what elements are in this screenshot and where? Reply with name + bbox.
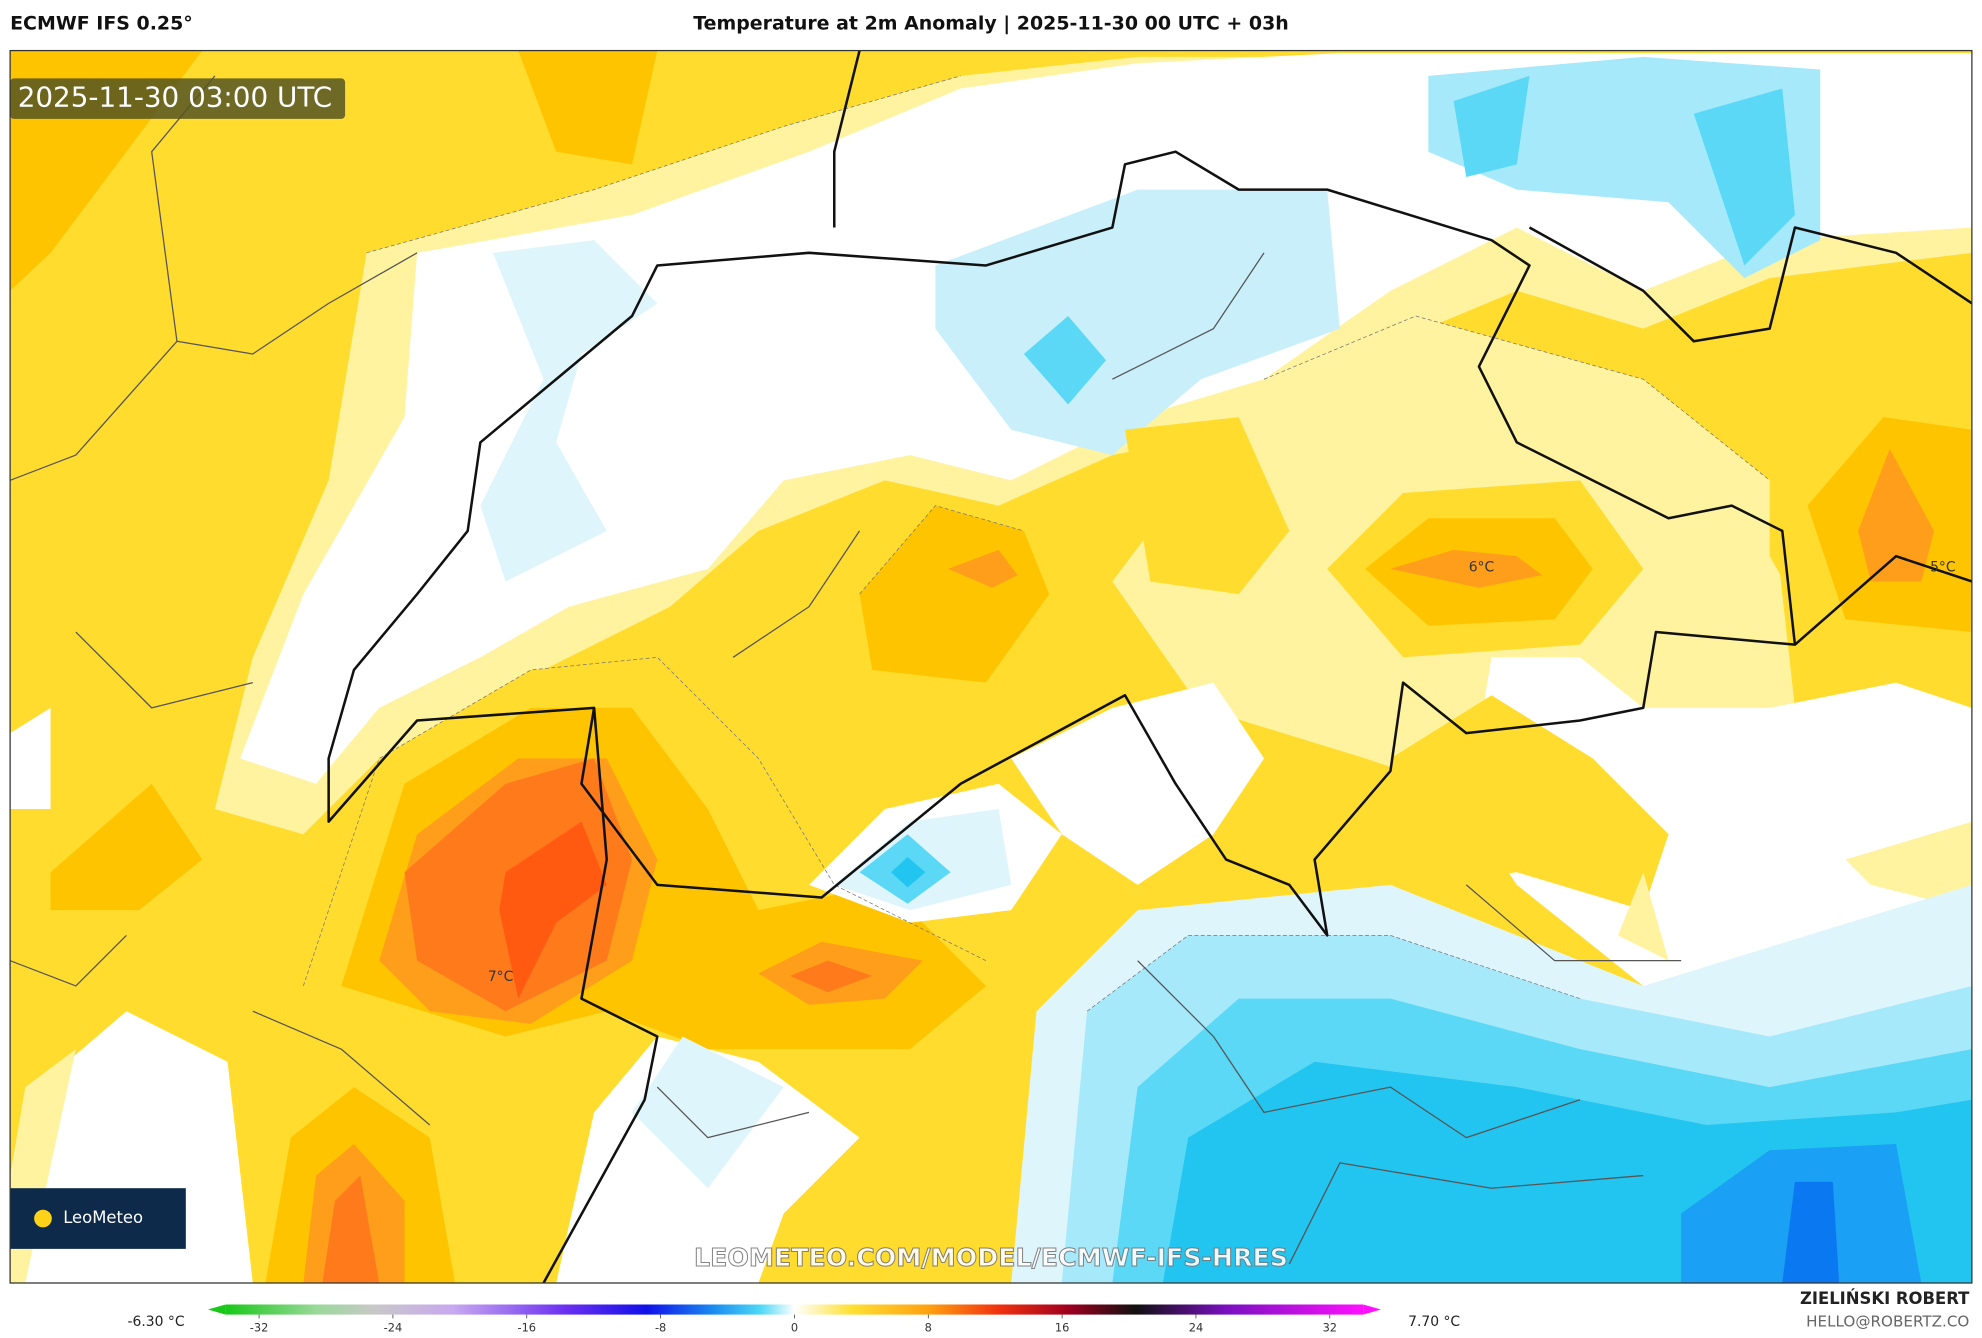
field-coldest — [891, 857, 926, 888]
colorbar-extend-low — [207, 1304, 226, 1315]
map-frame — [9, 49, 1973, 1284]
colorbar-tick-label: 24 — [1189, 1321, 1203, 1335]
field-colder — [1453, 75, 1530, 177]
timestamp-badge — [10, 78, 346, 119]
colorbar-tick-label: -8 — [655, 1321, 666, 1335]
field-cold — [1023, 316, 1107, 405]
country-border — [542, 50, 1972, 1284]
map-title: Temperature at 2m Anomaly | 2025-11-30 0… — [693, 13, 1289, 35]
logo: LeoMeteo — [63, 1208, 143, 1227]
field-warmer — [859, 505, 1050, 683]
colorbar-min: -6.30 °C — [128, 1314, 185, 1330]
field-cool — [632, 1036, 784, 1189]
extreme-label: 7°C — [488, 969, 513, 985]
field-neutral — [10, 707, 51, 809]
colorbar-tick-label: 8 — [925, 1321, 932, 1335]
author: ZIELIŃSKI ROBERT — [1800, 1289, 1970, 1308]
field-pale — [1617, 872, 1669, 961]
country-border — [327, 150, 1797, 937]
field-warm — [1124, 417, 1290, 595]
field-warmer — [50, 783, 203, 911]
field-hot — [948, 549, 1018, 588]
field-hot — [1858, 448, 1934, 582]
region-border — [10, 75, 1682, 1265]
extreme-label: 5°C — [1930, 560, 1955, 576]
field-cool — [935, 189, 1340, 456]
field-hotter — [322, 1175, 380, 1284]
colorbar-gradient — [225, 1304, 1364, 1315]
colorbar: -6.30 °C 7.70 °C -32 -24 -16 -8 0 8 16 24 32 — [128, 1304, 1460, 1335]
colorbar-tick-label: 32 — [1323, 1321, 1337, 1335]
field-hottest — [499, 821, 607, 999]
field-pale — [1845, 821, 1972, 911]
email: HELLO@ROBERTZ.CO — [1806, 1313, 1969, 1331]
field-warm — [1390, 695, 1669, 911]
model-name: ECMWF IFS 0.25° — [10, 13, 193, 35]
colorbar-tick-label: 0 — [791, 1321, 798, 1335]
field-cool — [480, 240, 658, 582]
field-warm — [518, 50, 658, 165]
timestamp: 2025-11-30 03:00 UTC — [18, 81, 332, 114]
colorbar-extend-high — [1363, 1304, 1381, 1315]
colorbar-max: 7.70 °C — [1408, 1314, 1460, 1330]
colorbar-tick-label: -32 — [250, 1321, 269, 1335]
extreme-label: 6°C — [1469, 560, 1494, 576]
watermark: LEOMETEO.COM/MODEL/ECMWF-IFS-HRES — [694, 1243, 1288, 1272]
field-neutral — [1011, 682, 1265, 885]
field-colder — [1693, 88, 1795, 266]
map: 2025-11-30 03:00 UTC 7°C 6°C 5°C LEOMETE… — [10, 50, 1972, 1284]
logo-sun — [34, 1209, 52, 1228]
colorbar-tick-label: 16 — [1055, 1321, 1069, 1335]
field-hotter — [790, 960, 873, 993]
contour-line — [303, 75, 1770, 1012]
colorbar-tick-label: -24 — [384, 1321, 403, 1335]
field-frigid — [1782, 1181, 1840, 1284]
colorbar-tick-label: -16 — [517, 1321, 536, 1335]
field-neutral — [1466, 657, 1972, 1012]
field-hot — [1390, 549, 1543, 588]
